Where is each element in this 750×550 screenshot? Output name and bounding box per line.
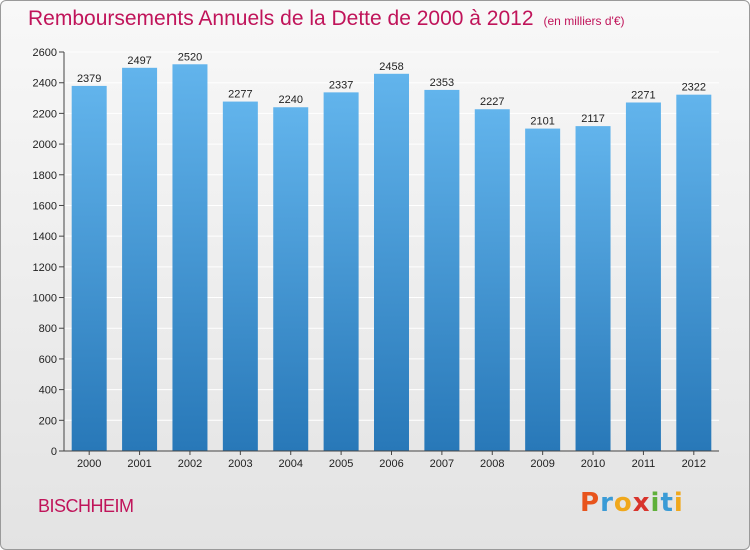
y-tick-label: 1000 xyxy=(33,293,57,305)
bar-2003 xyxy=(222,101,258,451)
chart-unit: (en milliers d'€) xyxy=(543,14,625,28)
x-tick-label: 2007 xyxy=(430,458,454,470)
data-label: 2240 xyxy=(278,94,302,106)
proxiti-logo: Proxiti xyxy=(580,488,684,518)
bar-2006 xyxy=(374,73,409,452)
chart-title: Remboursements Annuels de la Dette de 20… xyxy=(28,7,625,31)
data-label: 2101 xyxy=(530,116,554,128)
data-label: 2497 xyxy=(127,55,151,67)
x-tick-label: 2001 xyxy=(127,458,151,470)
bar-2007 xyxy=(424,89,460,451)
chart-title-text: Remboursements Annuels de la Dette de 20… xyxy=(28,7,534,30)
bar-2000 xyxy=(71,85,107,451)
x-tick-label: 2010 xyxy=(581,458,605,470)
y-tick-label: 2000 xyxy=(33,139,57,151)
y-tick-label: 1800 xyxy=(33,170,57,182)
data-label: 2117 xyxy=(581,113,605,125)
data-label: 2379 xyxy=(77,73,101,85)
logo-letter: i xyxy=(650,488,661,518)
bar-2001 xyxy=(122,67,158,451)
bar-2004 xyxy=(273,107,309,451)
bar-2012 xyxy=(676,94,712,452)
data-label: 2322 xyxy=(682,82,706,94)
x-tick-label: 2009 xyxy=(530,458,554,470)
y-tick-label: 0 xyxy=(51,446,57,458)
data-label: 2227 xyxy=(480,96,504,108)
data-label: 2520 xyxy=(178,51,202,63)
bar-2008 xyxy=(474,109,510,452)
bar-2005 xyxy=(323,92,359,451)
logo-letter: x xyxy=(632,488,651,518)
data-label: 2353 xyxy=(430,77,454,89)
logo-letter: P xyxy=(580,488,601,518)
y-tick-label: 1600 xyxy=(33,200,57,212)
x-tick-label: 2012 xyxy=(682,458,706,470)
data-label: 2271 xyxy=(631,89,655,101)
bar-2010 xyxy=(575,126,611,452)
y-tick-label: 200 xyxy=(39,415,57,427)
city-name: BISCHHEIM xyxy=(38,496,134,516)
bar-2002 xyxy=(172,64,208,452)
logo-letter: r xyxy=(600,488,614,518)
x-tick-label: 2004 xyxy=(278,458,302,470)
logo-letter: o xyxy=(613,488,633,518)
y-tick-label: 400 xyxy=(39,385,57,397)
y-tick-label: 2600 xyxy=(33,47,57,59)
y-tick-label: 2200 xyxy=(33,108,57,120)
y-tick-label: 1400 xyxy=(33,231,57,243)
axis-layer: 0 200 400 600 800 1000 1200 1400 1600 1800 2000 220… xyxy=(33,47,719,470)
bar-layer: 2379 2497 2520 2277 2240 2337 2458 2353 2227 2101… xyxy=(71,51,712,452)
y-tick-label: 1200 xyxy=(33,262,57,274)
data-label: 2337 xyxy=(329,79,353,91)
logo-letter: i xyxy=(673,488,684,518)
x-tick-label: 2005 xyxy=(329,458,353,470)
y-tick-label: 2400 xyxy=(33,78,57,90)
x-tick-label: 2008 xyxy=(480,458,504,470)
x-tick-label: 2011 xyxy=(632,458,656,470)
bar-2009 xyxy=(525,128,561,451)
data-label: 2458 xyxy=(379,61,403,73)
x-tick-label: 2006 xyxy=(379,458,403,470)
data-label: 2277 xyxy=(228,89,252,101)
x-tick-label: 2000 xyxy=(77,458,101,470)
logo-letter: t xyxy=(660,488,674,518)
bar-2011 xyxy=(625,102,661,452)
y-tick-label: 800 xyxy=(39,323,57,335)
y-tick-label: 600 xyxy=(39,354,57,366)
x-tick-label: 2002 xyxy=(178,458,202,470)
x-tick-label: 2003 xyxy=(228,458,252,470)
